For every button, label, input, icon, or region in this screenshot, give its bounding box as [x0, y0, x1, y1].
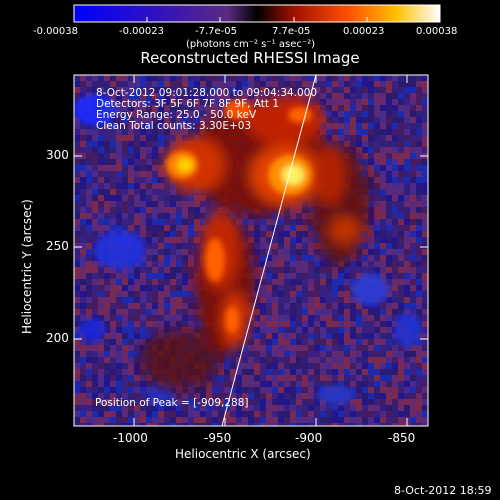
plot-title: Reconstructed RHESSI Image	[140, 49, 360, 67]
algorithm-counts: Clean Total counts: 3.30E+03	[96, 120, 252, 132]
colorbar-tickmarks	[73, 17, 441, 22]
y-tick-label: 200	[46, 331, 69, 345]
peak-position: Position of Peak = [-909,288]	[95, 397, 249, 409]
observation-info: 8-Oct-2012 09:01:28.000 to 09:04:34.000 …	[96, 88, 317, 132]
detectors: Detectors: 3F 5F 6F 7F 8F 9F, Att 1	[96, 98, 280, 110]
x-tick-label: -900	[295, 431, 323, 445]
plot-frame	[73, 74, 429, 427]
colorbar-tick-label: 0.00023	[343, 26, 385, 37]
y-axis-label: Heliocentric Y (arcsec)	[20, 199, 34, 334]
x-tick-label: -1000	[113, 431, 148, 445]
colorbar-units: (photons cm⁻² s⁻¹ asec⁻²)	[186, 39, 316, 50]
colorbar-tick-label: -0.00023	[119, 26, 164, 37]
x-axis-label: Heliocentric X (arcsec)	[175, 447, 311, 461]
y-axis-ticks	[74, 155, 428, 340]
x-axis-ticks	[133, 75, 408, 426]
x-tick-label: -850	[388, 431, 416, 445]
colorbar-tick-label: 7.7e-05	[272, 26, 311, 37]
plot-timestamp: 8-Oct-2012 18:59	[394, 484, 492, 497]
solar-limb-line	[221, 75, 317, 426]
colorbar-tick-label: -0.00038	[33, 26, 78, 37]
time-range: 8-Oct-2012 09:01:28.000 to 09:04:34.000	[96, 87, 318, 99]
rhessi-image	[74, 75, 428, 426]
colorbar-tick-label: 0.00038	[416, 26, 458, 37]
y-tick-label: 250	[46, 239, 69, 253]
colorbar-tick-label: -7.7e-05	[195, 26, 237, 37]
negative-regions	[74, 94, 422, 405]
x-tick-label: -950	[204, 431, 232, 445]
colorbar	[73, 4, 441, 23]
y-tick-label: 300	[46, 148, 69, 162]
energy-range: Energy Range: 25.0 - 50.0 keV	[96, 109, 257, 121]
